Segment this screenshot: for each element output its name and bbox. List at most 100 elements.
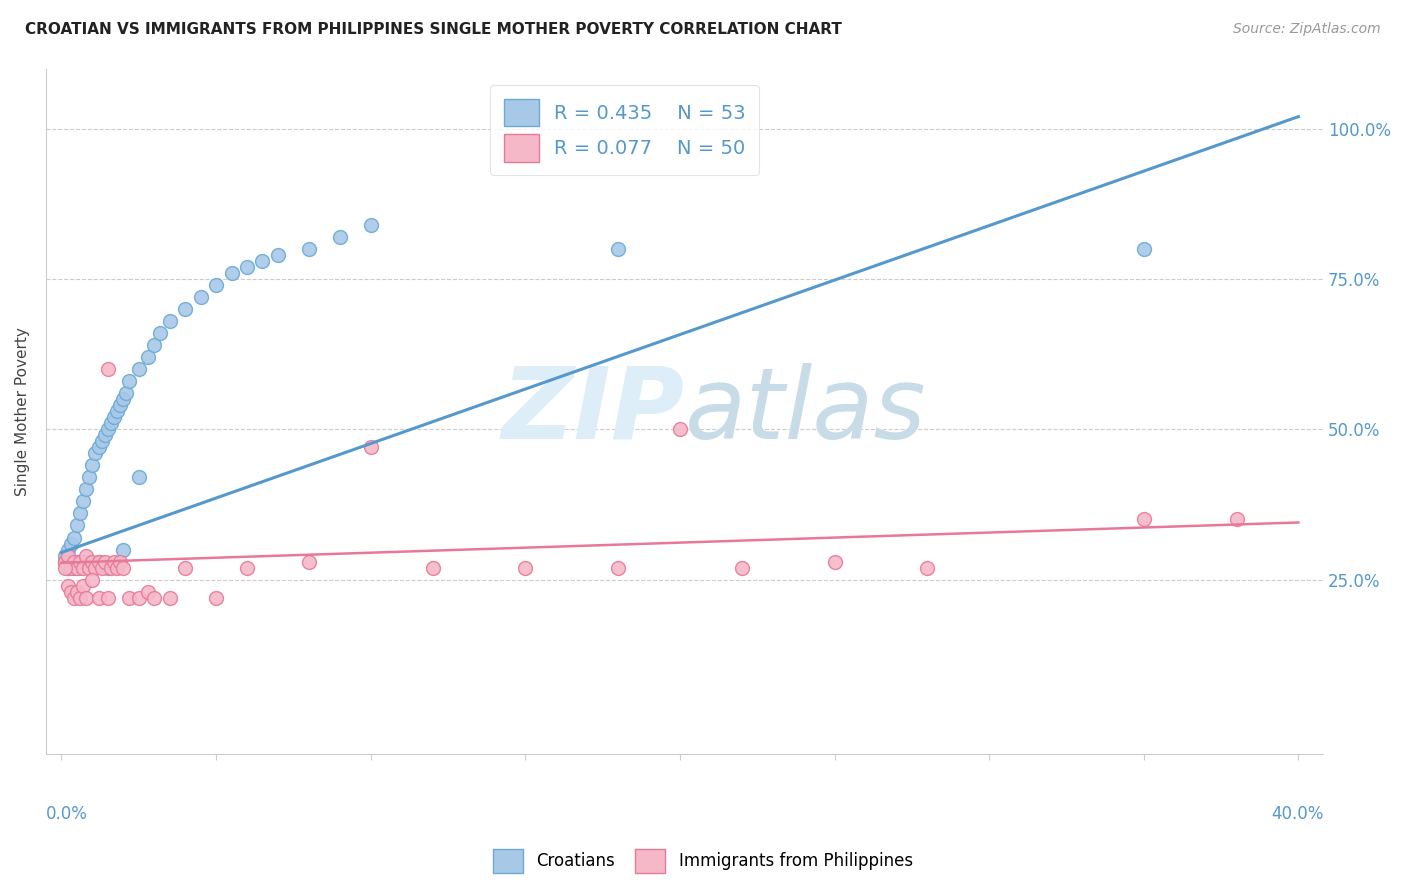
- Point: [221, 266, 243, 280]
- Point: [298, 555, 321, 569]
- Point: [252, 254, 274, 268]
- Point: [72, 560, 94, 574]
- Y-axis label: Single Mother Poverty: Single Mother Poverty: [15, 326, 30, 496]
- Point: [69, 560, 91, 574]
- Text: CROATIAN VS IMMIGRANTS FROM PHILIPPINES SINGLE MOTHER POVERTY CORRELATION CHART: CROATIAN VS IMMIGRANTS FROM PHILIPPINES …: [25, 22, 842, 37]
- Point: [59, 584, 82, 599]
- Point: [607, 560, 630, 574]
- Point: [69, 555, 91, 569]
- Point: [77, 560, 100, 574]
- Point: [1225, 512, 1247, 526]
- Text: Source: ZipAtlas.com: Source: ZipAtlas.com: [1233, 22, 1381, 37]
- Point: [1132, 242, 1154, 256]
- Point: [143, 591, 166, 605]
- Point: [59, 560, 82, 574]
- Point: [115, 386, 138, 401]
- Point: [97, 560, 120, 574]
- Point: [75, 483, 97, 497]
- Legend: R = 0.435    N = 53, R = 0.077    N = 50: R = 0.435 N = 53, R = 0.077 N = 50: [489, 85, 759, 175]
- Point: [136, 584, 159, 599]
- Point: [82, 573, 104, 587]
- Point: [90, 434, 112, 449]
- Text: atlas: atlas: [685, 363, 927, 459]
- Legend: Croatians, Immigrants from Philippines: Croatians, Immigrants from Philippines: [486, 842, 920, 880]
- Point: [669, 422, 692, 436]
- Point: [72, 494, 94, 508]
- Point: [97, 591, 120, 605]
- Point: [128, 591, 150, 605]
- Point: [87, 591, 110, 605]
- Point: [1132, 512, 1154, 526]
- Point: [236, 260, 259, 274]
- Point: [56, 579, 79, 593]
- Point: [53, 560, 76, 574]
- Point: [108, 555, 131, 569]
- Point: [515, 560, 537, 574]
- Point: [143, 338, 166, 352]
- Point: [93, 555, 115, 569]
- Point: [97, 422, 120, 436]
- Point: [100, 417, 122, 431]
- Point: [82, 555, 104, 569]
- Point: [360, 218, 382, 232]
- Point: [59, 536, 82, 550]
- Point: [56, 560, 79, 574]
- Point: [100, 560, 122, 574]
- Point: [159, 591, 181, 605]
- Point: [75, 591, 97, 605]
- Point: [298, 242, 321, 256]
- Point: [112, 542, 135, 557]
- Point: [128, 362, 150, 376]
- Point: [159, 314, 181, 328]
- Point: [917, 560, 939, 574]
- Point: [84, 560, 107, 574]
- Point: [66, 560, 89, 574]
- Point: [56, 542, 79, 557]
- Point: [87, 555, 110, 569]
- Point: [190, 290, 212, 304]
- Text: 0.0%: 0.0%: [46, 805, 87, 823]
- Point: [174, 301, 197, 316]
- Point: [66, 584, 89, 599]
- Point: [118, 591, 141, 605]
- Point: [329, 230, 352, 244]
- Point: [87, 555, 110, 569]
- Point: [149, 326, 172, 340]
- Point: [236, 560, 259, 574]
- Text: 40.0%: 40.0%: [1271, 805, 1323, 823]
- Point: [62, 591, 84, 605]
- Point: [136, 350, 159, 364]
- Point: [69, 591, 91, 605]
- Point: [53, 555, 76, 569]
- Point: [205, 591, 228, 605]
- Point: [77, 470, 100, 484]
- Point: [824, 555, 846, 569]
- Point: [93, 428, 115, 442]
- Point: [105, 560, 128, 574]
- Point: [103, 555, 125, 569]
- Point: [62, 560, 84, 574]
- Point: [66, 518, 89, 533]
- Point: [105, 404, 128, 418]
- Point: [90, 560, 112, 574]
- Point: [267, 248, 290, 262]
- Point: [84, 446, 107, 460]
- Point: [97, 362, 120, 376]
- Point: [108, 398, 131, 412]
- Point: [128, 470, 150, 484]
- Point: [72, 579, 94, 593]
- Point: [69, 507, 91, 521]
- Point: [53, 549, 76, 563]
- Point: [72, 555, 94, 569]
- Point: [103, 410, 125, 425]
- Point: [56, 549, 79, 563]
- Point: [53, 555, 76, 569]
- Point: [360, 440, 382, 454]
- Text: ZIP: ZIP: [502, 363, 685, 459]
- Point: [731, 560, 754, 574]
- Point: [112, 392, 135, 407]
- Point: [62, 555, 84, 569]
- Point: [66, 555, 89, 569]
- Point: [607, 242, 630, 256]
- Point: [75, 555, 97, 569]
